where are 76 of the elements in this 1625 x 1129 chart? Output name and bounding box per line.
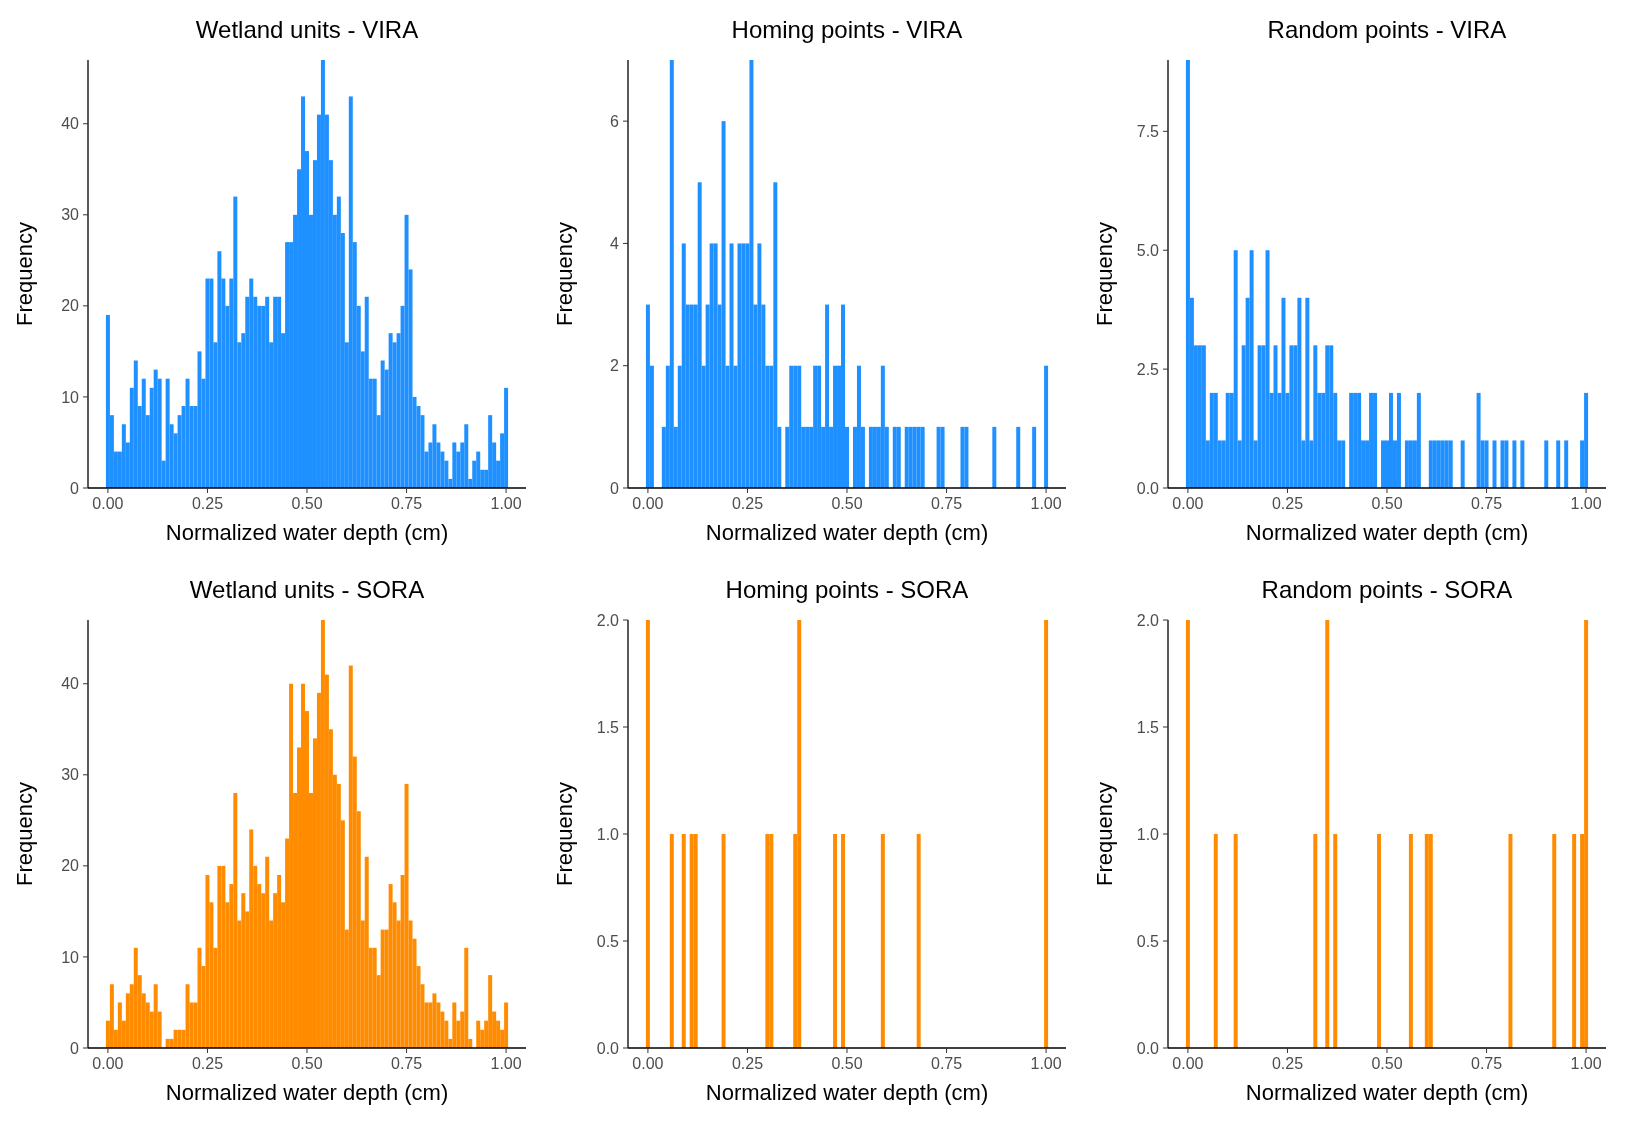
x-tick-label: 1.00 bbox=[1570, 1055, 1602, 1072]
x-axis-title: Normalized water depth (cm) bbox=[1245, 1080, 1529, 1105]
y-tick-label: 2.0 bbox=[1136, 611, 1160, 629]
y-axis-title: Frequency bbox=[1092, 222, 1117, 326]
y-axis-title: Frequency bbox=[12, 782, 37, 886]
y-tick-label: 30 bbox=[61, 206, 80, 224]
x-tick-label: 0.75 bbox=[390, 495, 423, 512]
y-tick-label: 20 bbox=[61, 857, 80, 875]
y-tick-label: 0.0 bbox=[1136, 479, 1160, 497]
x-tick-label: 0.75 bbox=[1470, 1055, 1503, 1072]
y-tick-label: 5.0 bbox=[1136, 241, 1160, 259]
x-tick-label: 0.00 bbox=[632, 1055, 664, 1072]
x-tick-label: 0.50 bbox=[831, 495, 863, 512]
y-tick-label: 7.5 bbox=[1136, 122, 1160, 140]
x-tick-label: 0.50 bbox=[291, 1055, 323, 1072]
x-tick-label: 0.75 bbox=[930, 1055, 963, 1072]
x-axis-title: Normalized water depth (cm) bbox=[705, 1080, 989, 1105]
y-axis-title: Frequency bbox=[552, 782, 577, 886]
x-tick-label: 0.25 bbox=[731, 1055, 764, 1072]
y-tick-label: 0.5 bbox=[596, 932, 620, 950]
x-tick-label: 0.75 bbox=[930, 495, 963, 512]
y-tick-label: 1.0 bbox=[596, 825, 620, 843]
x-axis-title: Normalized water depth (cm) bbox=[165, 1080, 449, 1105]
x-tick-label: 0.00 bbox=[92, 1055, 124, 1072]
y-tick-label: 2.0 bbox=[596, 611, 620, 629]
x-axis-title: Normalized water depth (cm) bbox=[705, 520, 989, 545]
x-tick-label: 0.25 bbox=[1271, 1055, 1304, 1072]
x-tick-label: 0.00 bbox=[1172, 1055, 1204, 1072]
x-axis-title: Normalized water depth (cm) bbox=[1245, 520, 1529, 545]
x-tick-label: 0.50 bbox=[1371, 495, 1403, 512]
y-axis-title: Frequency bbox=[552, 222, 577, 326]
y-axis-title: Frequency bbox=[12, 222, 37, 326]
y-tick-label: 1.5 bbox=[1136, 718, 1160, 736]
y-tick-label: 2.5 bbox=[1136, 360, 1160, 378]
y-tick-label: 0.0 bbox=[1136, 1039, 1160, 1057]
y-tick-label: 1.5 bbox=[596, 718, 620, 736]
y-axis-title: Frequency bbox=[1092, 782, 1117, 886]
x-tick-label: 0.25 bbox=[1271, 495, 1304, 512]
x-tick-label: 0.00 bbox=[92, 495, 124, 512]
chart-title: Random points - SORA bbox=[1261, 576, 1513, 603]
y-tick-label: 1.0 bbox=[1136, 825, 1160, 843]
x-tick-label: 0.00 bbox=[632, 495, 664, 512]
x-tick-label: 1.00 bbox=[490, 1055, 522, 1072]
x-tick-label: 1.00 bbox=[490, 495, 522, 512]
x-tick-label: 0.75 bbox=[390, 1055, 423, 1072]
chart-title: Random points - VIRA bbox=[1267, 16, 1507, 43]
x-tick-label: 1.00 bbox=[1030, 495, 1062, 512]
y-tick-label: 40 bbox=[61, 115, 80, 133]
chart-title: Wetland units - SORA bbox=[189, 576, 425, 603]
y-tick-label: 4 bbox=[610, 235, 620, 253]
y-tick-label: 0.0 bbox=[596, 1039, 620, 1057]
y-tick-label: 0 bbox=[70, 1039, 80, 1057]
y-tick-label: 20 bbox=[61, 297, 80, 315]
chart-title: Wetland units - VIRA bbox=[195, 16, 419, 43]
y-tick-label: 10 bbox=[61, 388, 80, 406]
x-tick-label: 0.25 bbox=[191, 1055, 224, 1072]
x-tick-label: 0.00 bbox=[1172, 495, 1204, 512]
x-tick-label: 0.50 bbox=[1371, 1055, 1403, 1072]
y-tick-label: 0.5 bbox=[1136, 932, 1160, 950]
x-tick-label: 1.00 bbox=[1570, 495, 1602, 512]
y-tick-label: 0 bbox=[70, 479, 80, 497]
x-tick-label: 0.25 bbox=[191, 495, 224, 512]
y-tick-label: 30 bbox=[61, 766, 80, 784]
x-tick-label: 0.75 bbox=[1470, 495, 1503, 512]
x-tick-label: 0.50 bbox=[291, 495, 323, 512]
x-tick-label: 0.50 bbox=[831, 1055, 863, 1072]
y-tick-label: 10 bbox=[61, 948, 80, 966]
y-tick-label: 0 bbox=[610, 479, 620, 497]
y-tick-label: 2 bbox=[610, 357, 620, 375]
y-tick-label: 6 bbox=[610, 112, 620, 130]
chart-title: Homing points - VIRA bbox=[731, 16, 963, 43]
y-tick-label: 40 bbox=[61, 675, 80, 693]
x-axis-title: Normalized water depth (cm) bbox=[165, 520, 449, 545]
chart-title: Homing points - SORA bbox=[725, 576, 969, 603]
x-tick-label: 1.00 bbox=[1030, 1055, 1062, 1072]
x-tick-label: 0.25 bbox=[731, 495, 764, 512]
